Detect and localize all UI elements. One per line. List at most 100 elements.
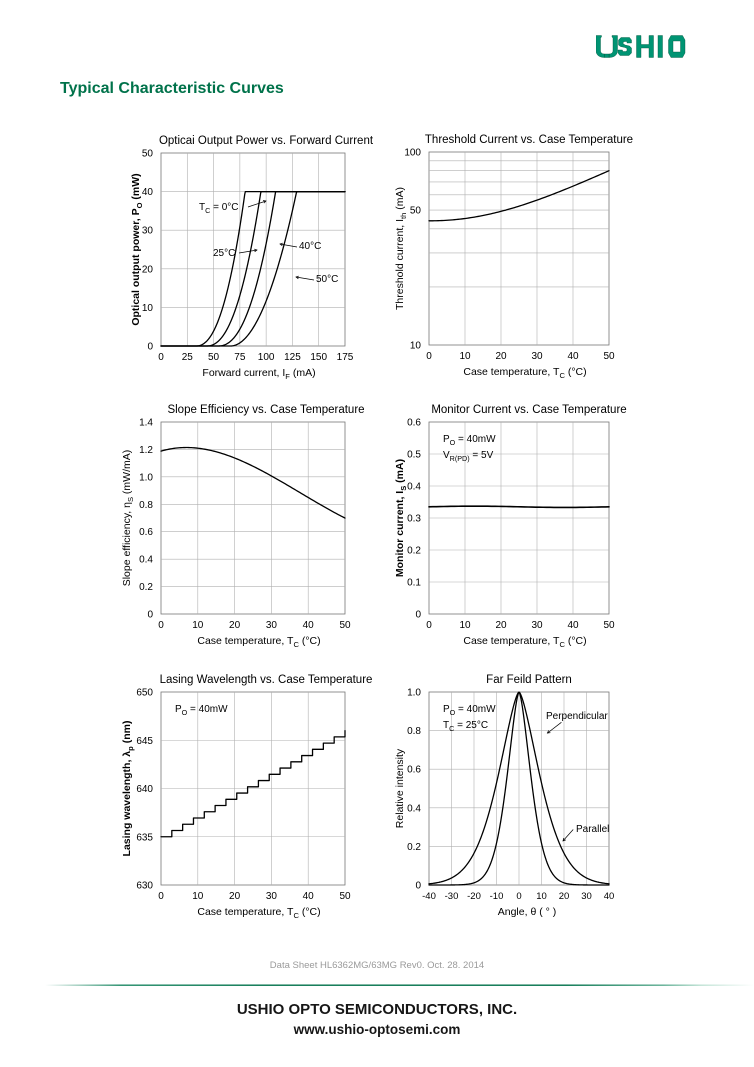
svg-text:-40: -40: [422, 891, 436, 902]
svg-text:0.4: 0.4: [407, 803, 421, 814]
svg-text:1.2: 1.2: [139, 445, 153, 456]
svg-text:40°C: 40°C: [299, 241, 321, 252]
svg-text:50: 50: [208, 352, 220, 363]
svg-text:0: 0: [426, 620, 432, 631]
svg-text:650: 650: [136, 688, 153, 699]
svg-text:0.1: 0.1: [407, 578, 421, 589]
svg-text:Slope efficiency, ηS (mW/mA): Slope efficiency, ηS (mW/mA): [121, 450, 135, 587]
svg-text:1.0: 1.0: [407, 688, 421, 699]
svg-text:PO = 40mW: PO = 40mW: [443, 704, 496, 717]
svg-text:30: 30: [581, 891, 592, 902]
svg-text:Relative intensity: Relative intensity: [394, 748, 406, 828]
svg-text:30: 30: [531, 351, 543, 362]
svg-text:Optical output power, PO (mW: Optical output power, PO (mW): [130, 173, 144, 325]
svg-text:Monitor current, IS (mA): Monitor current, IS (mA): [394, 459, 408, 577]
svg-text:0: 0: [147, 610, 153, 621]
svg-text:-20: -20: [467, 891, 481, 902]
svg-text:10: 10: [410, 341, 422, 352]
svg-text:0.8: 0.8: [139, 500, 153, 511]
svg-text:0.8: 0.8: [407, 726, 421, 737]
svg-text:0.4: 0.4: [407, 482, 421, 493]
svg-text:40: 40: [303, 891, 315, 902]
svg-text:Case temperature, TC (°C): Case temperature, TC (°C): [463, 366, 586, 380]
svg-text:0: 0: [415, 881, 421, 892]
svg-text:0.2: 0.2: [139, 582, 153, 593]
svg-text:30: 30: [531, 620, 543, 631]
svg-text:40: 40: [142, 187, 154, 198]
svg-text:635: 635: [136, 832, 153, 843]
svg-text:30: 30: [266, 620, 278, 631]
svg-text:1.0: 1.0: [139, 472, 153, 483]
svg-text:20: 20: [559, 891, 570, 902]
svg-text:100: 100: [404, 148, 421, 159]
svg-text:10: 10: [459, 351, 471, 362]
svg-text:25°C: 25°C: [213, 248, 235, 259]
svg-text:0.6: 0.6: [407, 418, 421, 429]
svg-text:150: 150: [310, 352, 327, 363]
svg-text:0: 0: [426, 351, 432, 362]
svg-text:20: 20: [495, 620, 507, 631]
svg-text:20: 20: [495, 351, 507, 362]
svg-text:10: 10: [536, 891, 547, 902]
svg-text:0: 0: [516, 891, 521, 902]
svg-text:645: 645: [136, 736, 153, 747]
svg-text:0: 0: [158, 352, 164, 363]
svg-text:PO = 40mW: PO = 40mW: [443, 434, 496, 447]
svg-text:0.6: 0.6: [407, 765, 421, 776]
svg-text:Opticai Output Power vs. Forwa: Opticai Output Power vs. Forward Current: [159, 135, 374, 147]
svg-text:0.5: 0.5: [407, 450, 421, 461]
svg-text:10: 10: [459, 620, 471, 631]
svg-text:Case temperature, TC (°C): Case temperature, TC (°C): [197, 635, 320, 649]
svg-text:-30: -30: [445, 891, 459, 902]
svg-text:0.6: 0.6: [139, 527, 153, 538]
svg-text:Threshold Current vs. Case Tem: Threshold Current vs. Case Temperature: [425, 134, 633, 146]
svg-text:125: 125: [284, 352, 301, 363]
svg-text:175: 175: [337, 352, 354, 363]
svg-text:0.4: 0.4: [139, 555, 153, 566]
svg-text:Parallel: Parallel: [576, 824, 609, 835]
svg-text:40: 40: [303, 620, 315, 631]
svg-text:Far Feild Pattern: Far Feild Pattern: [486, 674, 572, 686]
svg-text:-10: -10: [490, 891, 504, 902]
svg-text:30: 30: [266, 891, 278, 902]
svg-text:Case temperature, TC (°C): Case temperature, TC (°C): [463, 635, 586, 649]
svg-text:0.2: 0.2: [407, 546, 421, 557]
svg-text:100: 100: [258, 352, 275, 363]
svg-text:1.4: 1.4: [139, 418, 153, 429]
svg-text:0: 0: [415, 610, 421, 621]
svg-text:50: 50: [410, 206, 422, 217]
svg-text:TC = 0°C: TC = 0°C: [199, 202, 239, 215]
svg-text:Case temperature, TC (°C): Case temperature, TC (°C): [197, 906, 320, 920]
svg-text:Monitor Current vs. Case Tempe: Monitor Current vs. Case Temperature: [431, 404, 626, 416]
svg-text:30: 30: [142, 226, 154, 237]
svg-text:0.3: 0.3: [407, 514, 421, 525]
svg-text:Lasing Wavelength vs. Case Tem: Lasing Wavelength vs. Case Temperature: [160, 674, 373, 686]
svg-text:Perpendicular: Perpendicular: [546, 711, 608, 722]
svg-text:50: 50: [603, 351, 615, 362]
svg-text:50°C: 50°C: [316, 274, 338, 285]
svg-text:20: 20: [142, 264, 154, 275]
svg-text:40: 40: [604, 891, 615, 902]
svg-text:10: 10: [192, 620, 204, 631]
svg-text:0.2: 0.2: [407, 842, 421, 853]
svg-text:10: 10: [192, 891, 204, 902]
svg-text:0: 0: [158, 620, 164, 631]
svg-text:0: 0: [147, 342, 153, 353]
svg-text:0: 0: [158, 891, 164, 902]
svg-text:25: 25: [182, 352, 194, 363]
svg-text:50: 50: [339, 891, 351, 902]
svg-text:640: 640: [136, 784, 153, 795]
svg-text:20: 20: [229, 620, 241, 631]
svg-text:TC = 25°C: TC = 25°C: [443, 720, 488, 733]
svg-text:Angle, θ ( ° ): Angle, θ ( ° ): [498, 906, 556, 918]
svg-text:40: 40: [567, 351, 579, 362]
svg-text:Forward current, IF (mA): Forward current, IF (mA): [202, 367, 315, 381]
svg-text:10: 10: [142, 303, 154, 314]
svg-text:50: 50: [142, 149, 154, 160]
svg-text:Lasing wavelength, λp (nm): Lasing wavelength, λp (nm): [121, 721, 135, 857]
svg-text:VR(PD) = 5V: VR(PD) = 5V: [443, 450, 494, 463]
svg-text:630: 630: [136, 881, 153, 892]
svg-text:50: 50: [603, 620, 615, 631]
svg-text:Threshold current, Ith (mA): Threshold current, Ith (mA): [394, 187, 408, 310]
svg-text:75: 75: [234, 352, 246, 363]
